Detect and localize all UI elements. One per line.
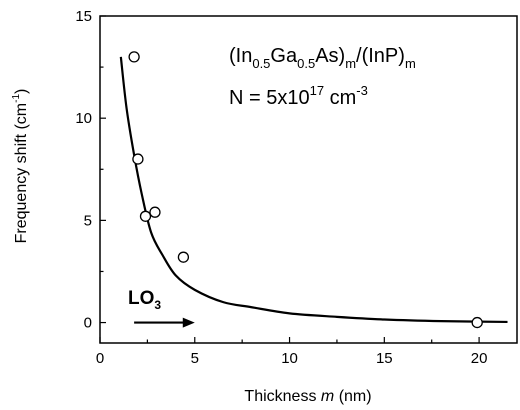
y-tick-label: 15 — [75, 8, 92, 25]
density-annotation: N = 5x1017 cm-3 — [229, 83, 368, 109]
y-tick-label: 10 — [75, 110, 92, 127]
axis-ticks — [99, 15, 480, 343]
plot-frame — [99, 15, 518, 344]
x-axis-title-unit: (nm) — [339, 388, 372, 405]
data-points — [128, 51, 483, 329]
y-axis-title-sup: -1 — [11, 94, 22, 103]
mode-arrow-head — [182, 317, 195, 328]
x-axis-title-var: m — [321, 388, 334, 405]
plot-border — [99, 15, 518, 344]
x-tick-label: 10 — [281, 350, 298, 367]
x-axis-title-text: Thickness — [244, 388, 316, 405]
data-point — [128, 51, 140, 63]
tick-labels: 0 5 10 15 20 0 5 10 15 — [75, 8, 487, 367]
data-point — [177, 251, 190, 263]
data-point — [149, 206, 161, 218]
y-axis-title-text: Frequency shift (cm — [13, 103, 30, 243]
y-tick-label: 5 — [84, 212, 92, 229]
x-tick-label: 5 — [191, 350, 199, 367]
fit-curve — [119, 56, 508, 324]
y-axis-title-end: ) — [13, 89, 30, 94]
mode-arrow — [134, 317, 195, 328]
y-axis-title: Frequency shift (cm-1) — [11, 89, 30, 244]
data-point — [139, 210, 152, 222]
x-tick-label: 15 — [376, 350, 393, 367]
x-tick-label: 20 — [471, 350, 488, 367]
y-tick-label: 0 — [84, 315, 92, 332]
x-axis-title: Thickness m (nm) — [244, 388, 371, 405]
data-point — [132, 153, 144, 165]
data-point — [471, 316, 483, 329]
formula-annotation: (In0.5Ga0.5As)m/(InP)m — [229, 45, 416, 71]
x-tick-label: 0 — [96, 350, 104, 367]
fit-curve-layer — [119, 56, 508, 324]
mode-label: LO3 — [128, 288, 161, 312]
